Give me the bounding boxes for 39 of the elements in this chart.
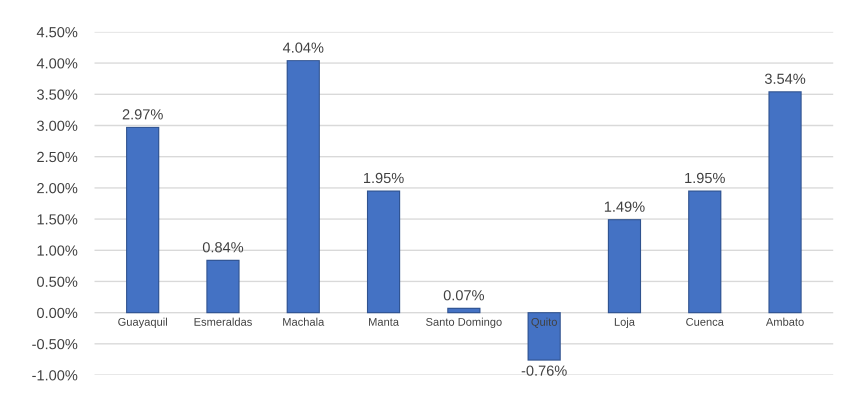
bar (366, 190, 400, 314)
data-label: 1.95% (364, 172, 404, 184)
data-label: 0.84% (202, 242, 244, 252)
y-tick-label: -0.50% (32, 338, 78, 350)
x-tick-label: Cuenca (686, 318, 724, 326)
y-tick-label: 2.50% (37, 152, 78, 162)
bar (206, 260, 240, 314)
y-tick-label: 4.50% (36, 27, 78, 38)
y-tick-label: 0.00% (37, 308, 78, 318)
data-label: 1.49% (604, 202, 645, 212)
y-tick-label: 1.00% (38, 245, 78, 256)
data-label: 0.07% (444, 290, 484, 300)
y-tick-label: 0.50% (37, 276, 78, 287)
x-tick-label: Manta (369, 318, 400, 326)
y-tick-label: 4.00% (36, 58, 78, 69)
data-label: 4.04% (282, 42, 324, 53)
data-label: 1.95% (685, 172, 725, 184)
x-tick-label: Santo Domingo (426, 318, 502, 328)
y-tick-label: 1.50% (38, 214, 78, 225)
y-tick-label: 3.50% (37, 89, 78, 100)
x-tick-label: Loja (614, 318, 635, 328)
y-tick-label: -1.00% (32, 370, 78, 380)
bar (528, 312, 561, 361)
x-tick-label: Guayaquil (118, 318, 167, 328)
bar (608, 219, 642, 314)
bar (768, 91, 802, 314)
bar (126, 126, 160, 314)
bar (447, 308, 480, 314)
data-label: 3.54% (764, 74, 806, 84)
bar (688, 190, 722, 314)
x-tick-label: Machala (283, 318, 324, 326)
data-label: 2.97% (122, 109, 163, 120)
y-tick-label: 3.00% (37, 120, 78, 131)
bar (286, 60, 320, 314)
x-tick-label: Ambato (766, 318, 804, 326)
y-tick-label: 2.00% (37, 182, 78, 194)
data-label: -0.76% (522, 365, 567, 376)
x-tick-label: Esmeraldas (194, 318, 252, 326)
x-tick-label: Quito (531, 318, 557, 328)
